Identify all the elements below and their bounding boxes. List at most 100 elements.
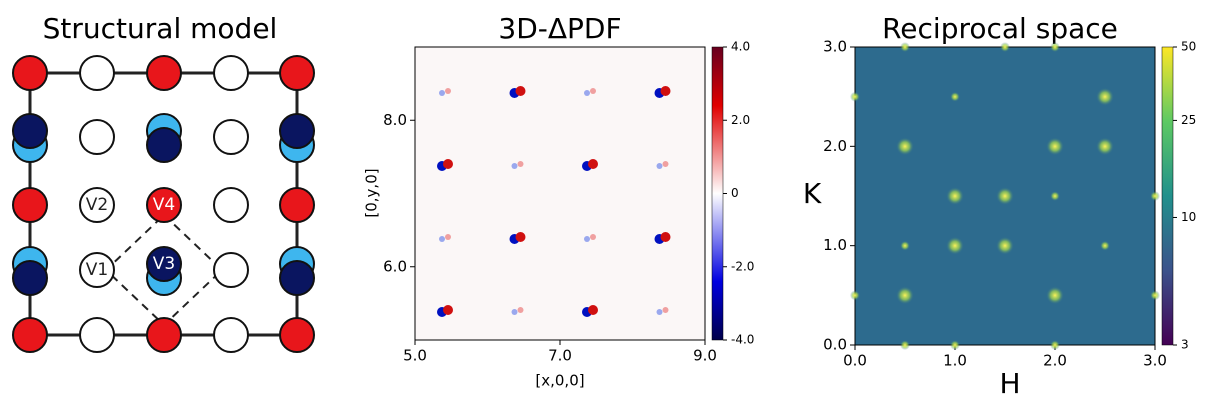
colorbar-tick-label: 25 xyxy=(1181,113,1196,127)
atom xyxy=(146,317,182,353)
colorbar-tick-label: 50 xyxy=(1181,40,1196,54)
atom xyxy=(146,246,182,282)
atom xyxy=(213,55,249,91)
bragg-peak xyxy=(1046,137,1064,156)
colorbar-tick-label: -4.0 xyxy=(731,333,754,347)
pdf-spot xyxy=(515,232,526,242)
pdf-spot xyxy=(660,232,671,242)
structural-model: Structural model V1 V2 V3 V4 xyxy=(12,12,315,353)
bragg-peak xyxy=(950,91,960,102)
colorbar-tick-label: 3 xyxy=(1181,338,1189,352)
pdf-spot xyxy=(439,90,445,96)
bragg-peak xyxy=(896,137,914,156)
bragg-peak xyxy=(1050,340,1060,350)
atom xyxy=(279,317,315,353)
atom xyxy=(12,113,48,149)
atom xyxy=(146,55,182,91)
pdf-spot xyxy=(588,159,598,169)
x-tick-label: 2.0 xyxy=(1043,352,1067,370)
bragg-peak xyxy=(996,236,1014,255)
bragg-peak xyxy=(850,91,860,102)
x-tick-label: 7.0 xyxy=(548,347,572,365)
atom xyxy=(146,187,182,223)
y-tick-label: 3.0 xyxy=(823,38,847,56)
pdf-spot xyxy=(584,90,590,96)
y-tick-label: 2.0 xyxy=(823,137,847,155)
y-tick-label: 8.0 xyxy=(383,111,407,129)
bragg-peak xyxy=(1000,42,1010,53)
panel-title: Reciprocal space xyxy=(882,12,1118,45)
x-tick-label: 0.0 xyxy=(843,352,867,370)
pdf-panel: 3D-ΔPDF 5.0 7.0 9.0 6.0 8.0 4.0 2.0 0 -2.0 -4.0 [x,… xyxy=(363,12,755,390)
colorbar-tick-label: 2.0 xyxy=(731,113,750,127)
pdf-spot xyxy=(443,305,453,315)
colorbar xyxy=(1161,46,1174,346)
y-tick-label: 6.0 xyxy=(383,257,407,275)
atom xyxy=(213,317,249,353)
colorbar-tick-label: 0 xyxy=(731,186,739,200)
pdf-spot xyxy=(656,309,663,315)
pdf-spot xyxy=(517,161,524,167)
x-tick-label: 3.0 xyxy=(1143,352,1167,370)
atom xyxy=(79,55,115,91)
pdf-spot xyxy=(445,88,451,94)
y-tick-label: 1.0 xyxy=(823,236,847,254)
atom xyxy=(279,113,315,149)
atom xyxy=(279,187,315,223)
x-axis-label: H xyxy=(999,367,1020,400)
atom xyxy=(12,187,48,223)
pdf-spot xyxy=(517,307,524,313)
atom xyxy=(79,187,115,223)
bragg-peak xyxy=(900,340,910,350)
pdf-spot xyxy=(511,309,518,315)
bragg-peak xyxy=(1096,137,1114,156)
bragg-peak xyxy=(996,187,1014,206)
atom xyxy=(213,119,249,155)
bragg-peak xyxy=(1096,87,1114,106)
bragg-peak xyxy=(1150,191,1160,202)
y-axis-label: [0,y,0] xyxy=(363,168,381,217)
atom xyxy=(279,55,315,91)
pdf-spot xyxy=(515,86,526,96)
atom xyxy=(12,317,48,353)
site-label: V3 xyxy=(153,254,175,274)
bragg-peak xyxy=(850,290,860,301)
site-label: V1 xyxy=(86,260,108,280)
atom xyxy=(213,252,249,288)
bragg-peak xyxy=(1050,191,1060,202)
colorbar-tick-label: -2.0 xyxy=(731,259,754,273)
site-label: V4 xyxy=(153,195,175,215)
atom xyxy=(146,127,182,163)
bragg-peak xyxy=(1050,42,1060,53)
x-tick-label: 5.0 xyxy=(403,347,427,365)
pdf-spot xyxy=(584,236,590,242)
x-axis-label: [x,0,0] xyxy=(535,372,584,390)
y-tick-label: 0.0 xyxy=(823,336,847,354)
pdf-spot xyxy=(662,161,669,167)
pdf-spot xyxy=(662,307,669,313)
pdf-spot xyxy=(590,234,596,240)
site-label: V2 xyxy=(86,195,108,215)
pdf-spot xyxy=(588,305,598,315)
x-tick-label: 9.0 xyxy=(693,347,717,365)
bragg-peak xyxy=(1100,240,1110,251)
atom xyxy=(79,317,115,353)
bragg-peak xyxy=(946,187,964,206)
pdf-spot xyxy=(590,88,596,94)
panel-title: 3D-ΔPDF xyxy=(498,12,621,45)
bragg-peak xyxy=(950,340,960,350)
pdf-spot xyxy=(511,163,518,169)
bragg-peak xyxy=(896,286,914,305)
bragg-peak xyxy=(900,42,910,53)
bragg-peak xyxy=(1150,290,1160,301)
pdf-spot xyxy=(660,86,671,96)
atom xyxy=(79,252,115,288)
bragg-peak xyxy=(900,240,910,251)
atom xyxy=(79,119,115,155)
bragg-peak xyxy=(946,236,964,255)
panel-title: Structural model xyxy=(43,12,278,45)
atom xyxy=(213,187,249,223)
atom xyxy=(12,260,48,296)
x-tick-label: 1.0 xyxy=(943,352,967,370)
